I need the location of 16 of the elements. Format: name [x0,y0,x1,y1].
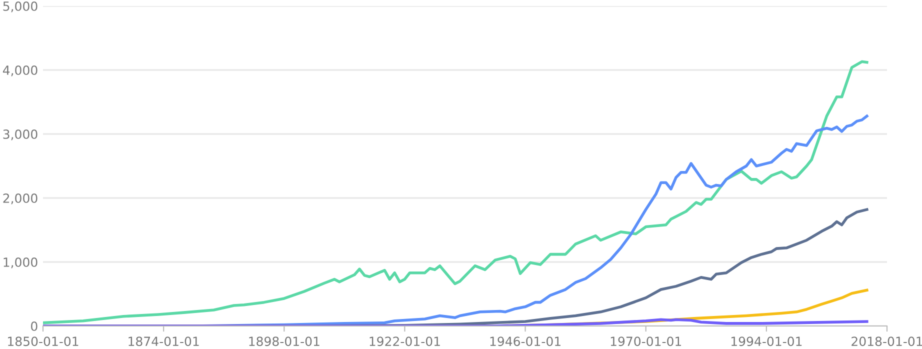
line-series [43,60,868,324]
y-tick-label: 3,000 [3,129,38,140]
x-tick-label: 1874-01-01 [128,336,199,346]
y-tick-label: 5,000 [3,1,38,12]
x-tick-label: 2018-01-01 [852,336,922,346]
x-tick-label: 1922-01-01 [370,336,440,346]
y-tick-label: 4,000 [2,65,38,76]
x-tick-label: 1850-01-01 [8,336,78,346]
y-tick-label: 2,000 [3,193,38,204]
x-tick-label: 1898-01-01 [249,336,320,346]
x-tick-label: 1946-01-01 [490,336,560,346]
y-tick-label: 1,000 [4,257,38,268]
x-tick-label: 1970-01-01 [610,336,682,346]
line-series [43,318,868,326]
x-tick-label: 1994-01-01 [731,336,802,346]
y-tick-label: 0 [31,321,38,331]
